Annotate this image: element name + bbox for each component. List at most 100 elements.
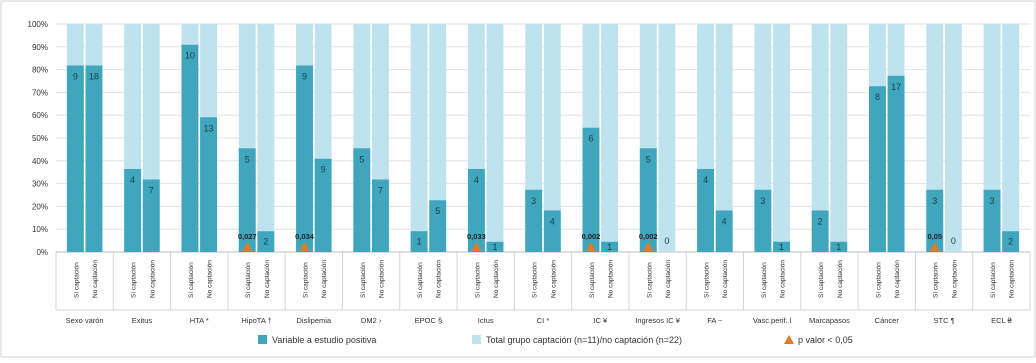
y-tick-label: 30% [32, 180, 48, 189]
x-sub-label: Sí captación [818, 262, 825, 298]
data-label: 13 [204, 123, 214, 133]
bar-total [811, 24, 829, 252]
x-sub-label: No captación [779, 260, 786, 298]
x-sub-label: No captación [264, 260, 271, 298]
x-sub-label: No captación [92, 260, 99, 298]
x-sub-label: Sí captación [875, 262, 882, 298]
y-tick-label: 60% [32, 111, 48, 120]
x-sub-label: No captación [894, 260, 901, 298]
x-sub-label: Sí captación [933, 262, 940, 298]
x-group-label: Exitus [132, 316, 153, 325]
p-value-label: 0,034 [295, 232, 315, 241]
x-sub-label: Sí captación [532, 262, 539, 298]
x-group-label: HTA * [190, 316, 209, 325]
bar-positive [371, 179, 389, 252]
x-sub-label: Sí captación [245, 262, 252, 298]
x-sub-label: No captación [321, 260, 328, 298]
bar-total [543, 24, 561, 252]
data-label: 2 [1008, 237, 1013, 247]
data-label: 8 [875, 92, 880, 102]
p-value-marker [242, 242, 253, 251]
x-sub-label: Sí captación [646, 262, 653, 298]
data-label: 1 [493, 242, 498, 252]
x-sub-label: Sí captación [303, 262, 310, 298]
data-label: 4 [550, 217, 555, 227]
data-label: 10 [185, 51, 195, 61]
x-group-label: Ingresos IC ¥ [635, 316, 680, 325]
x-sub-label: Sí captación [990, 262, 997, 298]
x-group-label: FA ~ [707, 316, 723, 325]
bar-positive [66, 65, 84, 252]
x-sub-label: No captación [378, 260, 385, 298]
data-label: 2 [263, 237, 268, 247]
p-value-marker [585, 242, 596, 251]
bar-positive [410, 231, 428, 252]
x-sub-label: No captación [436, 260, 443, 298]
data-label: 4 [703, 175, 708, 185]
bar-positive [525, 189, 543, 252]
x-sub-label: Sí captación [589, 262, 596, 298]
x-sub-label: No captación [1009, 260, 1016, 298]
bar-positive [983, 189, 1001, 252]
bar-positive [467, 169, 485, 252]
p-value-label: 0,05 [927, 232, 942, 241]
bar-total [773, 24, 790, 252]
data-label: 9 [73, 71, 78, 81]
bar-positive [257, 231, 275, 252]
x-group-label: ECL ₴ [991, 316, 1012, 325]
bar-total [429, 24, 447, 252]
x-sub-label: Sí captación [704, 262, 711, 298]
bar-positive [773, 241, 790, 252]
bar-positive [754, 189, 772, 252]
x-group-label: Marcapasos [809, 316, 850, 325]
bar-positive [811, 210, 829, 252]
data-label: 0 [951, 236, 956, 246]
x-sub-label: Sí captación [131, 262, 138, 298]
bar-total [486, 24, 504, 252]
bar-positive [486, 241, 504, 252]
bar-positive [601, 241, 619, 252]
y-tick-label: 90% [32, 43, 48, 52]
y-tick-label: 50% [32, 134, 48, 143]
bar-total [830, 24, 848, 252]
legend-marker-triangle [784, 335, 794, 344]
x-group-label: Cáncer [875, 316, 900, 325]
data-label: 3 [932, 196, 937, 206]
x-sub-label: No captación [493, 260, 500, 298]
x-sub-label: Sí captación [73, 262, 80, 298]
bar-positive [238, 148, 256, 252]
data-label: 1 [836, 242, 841, 252]
data-label: 4 [474, 175, 479, 185]
bar-total [410, 24, 428, 252]
x-sub-label: Sí captación [474, 262, 481, 298]
x-group-label: Sexo varón [66, 316, 104, 325]
p-value-label: 0,002 [582, 232, 601, 241]
bar-positive [314, 158, 332, 252]
legend-label: Variable a estudio positiva [272, 335, 376, 345]
data-label: 9 [302, 71, 307, 81]
data-label: 5 [359, 154, 364, 164]
p-value-marker [299, 242, 310, 251]
x-group-label: CI * [537, 316, 550, 325]
x-sub-label: No captación [550, 260, 557, 298]
bar-positive [639, 148, 657, 252]
bar-total [944, 24, 962, 252]
bar-positive [296, 65, 313, 252]
bar-total [257, 24, 275, 252]
x-group-label: IC ¥ [593, 316, 608, 325]
x-sub-label: No captación [207, 260, 214, 298]
bar-positive [353, 148, 371, 252]
x-group-label: DM2 › [361, 316, 382, 325]
legend-label: Total grupo captación (n=11)/no captació… [486, 335, 682, 345]
bar-positive [715, 210, 733, 252]
x-sub-label: No captación [722, 260, 729, 298]
bar-total [1002, 24, 1020, 252]
bar-positive [582, 127, 600, 252]
bar-total [601, 24, 619, 252]
bar-positive [200, 117, 217, 252]
data-label: 1 [779, 242, 784, 252]
x-sub-label: Sí captación [360, 262, 367, 298]
data-label: 3 [990, 196, 995, 206]
